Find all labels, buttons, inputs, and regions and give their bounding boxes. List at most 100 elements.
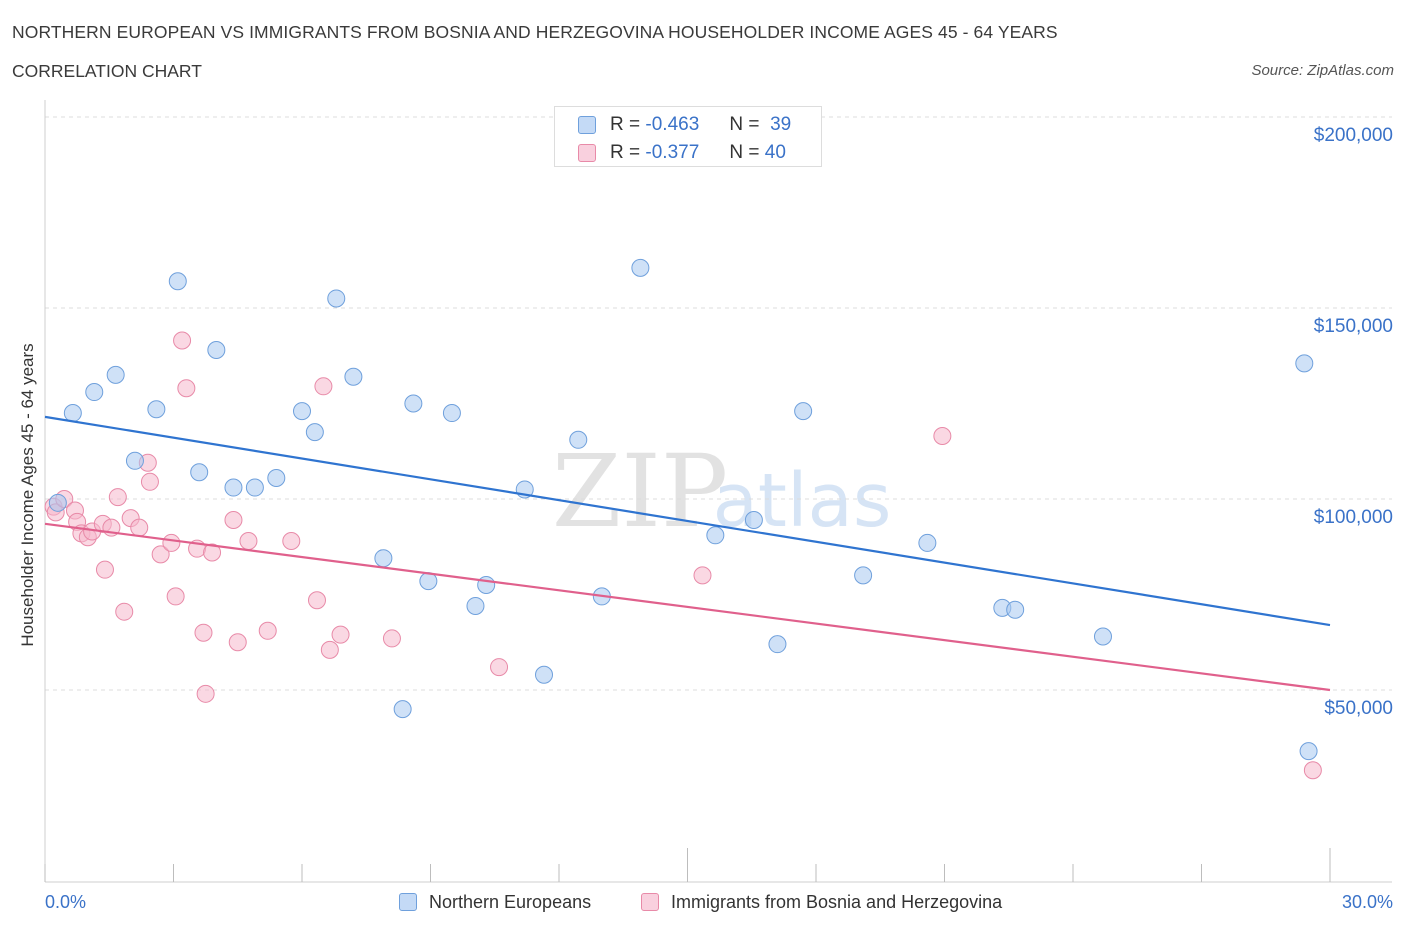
bosnia-point [320,640,339,659]
watermark-zip: ZIP [552,433,728,550]
trend-line-immigrants-bosnia [44,522,1331,692]
watermark-atlas: atlas [713,458,892,544]
n-value: 39 [770,114,792,135]
northern-point [106,365,125,384]
r-value: -0.377 [645,142,700,163]
legend-row-northern-europeans: R = -0.463 N = 39 [578,114,791,136]
series-northern-europeans [48,258,1318,761]
legend-label: Immigrants from Bosnia and Herzegovina [671,891,1003,912]
northern-point [393,700,412,719]
northern-point [327,289,346,308]
bosnia-point [382,629,401,648]
northern-point [404,394,423,413]
bosnia-point [490,658,509,677]
bosnia-point [177,379,196,398]
y-tick-label: $50,000 [1324,698,1393,719]
bosnia-point [224,511,243,530]
legend-swatch-blue [578,116,596,134]
northern-point [224,478,243,497]
northern-point [1093,627,1112,646]
bosnia-point [933,426,952,445]
y-axis-label: Householder Income Ages 45 - 64 years [18,343,37,647]
legend-swatch-pink [641,893,659,911]
r-label: R = [610,114,641,135]
bosnia-point [173,331,192,350]
r-label: R = [610,142,641,163]
bosnia-point [162,533,181,552]
northern-point [918,533,937,552]
northern-point [125,451,144,470]
bosnia-point [130,518,149,537]
bosnia-point [1303,761,1322,780]
northern-point [1295,354,1314,373]
bosnia-point [307,591,326,610]
bosnia-point [203,543,222,562]
bosnia-point [314,377,333,396]
bosnia-point [228,633,247,652]
chart-subtitle: CORRELATION CHART [12,61,202,81]
gridlines [45,116,1392,691]
bosnia-point [115,602,134,621]
legend-item-immigrants-bosnia: Immigrants from Bosnia and Herzegovina [641,890,1002,914]
y-tick-label: $100,000 [1314,507,1393,528]
northern-point [535,665,554,684]
bosnia-point [166,587,185,606]
bosnia-point [194,623,213,642]
bosnia-point [95,560,114,579]
northern-point [466,596,485,615]
bosnia-point [282,532,301,551]
correlation-legend: R = -0.463 N = 39 R = -0.377 N = 40 [554,106,822,167]
northern-point [344,367,363,386]
y-tick-label: $150,000 [1314,316,1393,337]
northern-point [147,400,166,419]
bosnia-point [239,532,258,551]
trend-lines [44,415,1331,692]
legend-swatch-pink [578,144,596,162]
northern-point [63,404,82,423]
northern-point [293,402,311,421]
northern-point [305,423,324,442]
northern-point [744,511,763,530]
bosnia-point [196,684,215,703]
legend-label: Northern Europeans [429,891,592,912]
trend-line-northern-europeans [44,415,1331,627]
northern-point [768,635,787,654]
bosnia-point [151,545,170,564]
bosnia-point [108,488,127,507]
northern-point [85,383,104,402]
northern-point [1299,742,1318,761]
northern-point [168,272,187,291]
tick-labels: $50,000 $100,000 $150,000 $200,000 0.0% 30.0% [45,125,1393,912]
northern-point [794,402,813,421]
northern-point [442,404,461,423]
bosnia-point [331,625,350,644]
n-label: N = [729,142,760,163]
legend-row-immigrants-bosnia: R = -0.377 N = 40 [578,142,786,164]
legend-swatch-blue [399,893,417,911]
northern-point [477,575,496,594]
chart-title: NORTHERN EUROPEAN VS IMMIGRANTS FROM BOS… [12,22,1058,42]
series-immigrants-bosnia [44,331,1322,780]
northern-point [706,526,725,545]
n-label: N = [729,114,760,135]
northern-point [48,493,67,512]
y-tick-label: $200,000 [1314,125,1393,146]
axes [44,100,1392,883]
source-label: Source: ZipAtlas.com [1251,62,1394,79]
northern-point [569,430,588,449]
bosnia-point [140,472,159,491]
northern-point [1006,600,1025,619]
northern-point [854,566,873,585]
x-tick-label-min: 0.0% [45,892,86,912]
x-tick-label-max: 30.0% [1342,892,1393,912]
northern-point [245,478,264,497]
northern-point [207,341,226,360]
northern-point [374,549,393,568]
legend-item-northern-europeans: Northern Europeans [399,890,591,914]
r-value: -0.463 [645,114,700,135]
northern-point [631,258,650,277]
n-value: 40 [764,142,786,163]
bosnia-point [693,566,712,585]
bosnia-point [258,621,277,640]
